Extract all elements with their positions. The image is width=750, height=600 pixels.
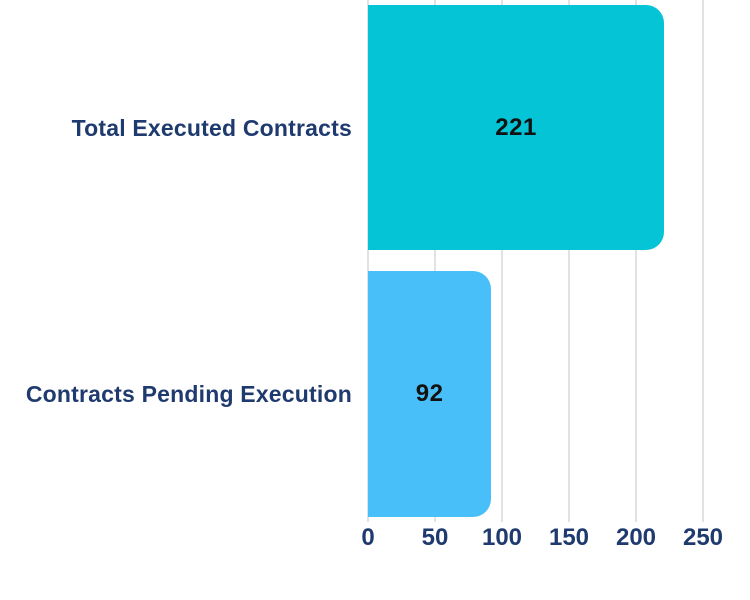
x-tick-label-200: 200	[615, 524, 657, 551]
category-label-1: Contracts Pending Execution	[25, 381, 352, 407]
x-tick-label-250: 250	[682, 524, 724, 551]
bar-value-label: 221	[495, 113, 537, 141]
gridline-200	[635, 0, 637, 522]
x-tick-label-0: 0	[361, 524, 375, 551]
gridline-150	[568, 0, 570, 522]
gridline-250	[702, 0, 704, 522]
x-tick-label-100: 100	[481, 524, 523, 551]
category-label-0: Total Executed Contracts	[71, 114, 352, 141]
gridline-100	[501, 0, 503, 522]
bar-1[interactable]: 92	[368, 271, 492, 517]
x-tick-label-150: 150	[548, 524, 590, 551]
gridline-50	[434, 0, 436, 522]
plot-area: 221 92	[367, 0, 704, 522]
x-tick-label-50: 50	[421, 524, 449, 551]
bar-0[interactable]: 221	[368, 5, 665, 250]
gridline-0	[367, 0, 369, 522]
bar-value-label: 92	[415, 380, 444, 407]
